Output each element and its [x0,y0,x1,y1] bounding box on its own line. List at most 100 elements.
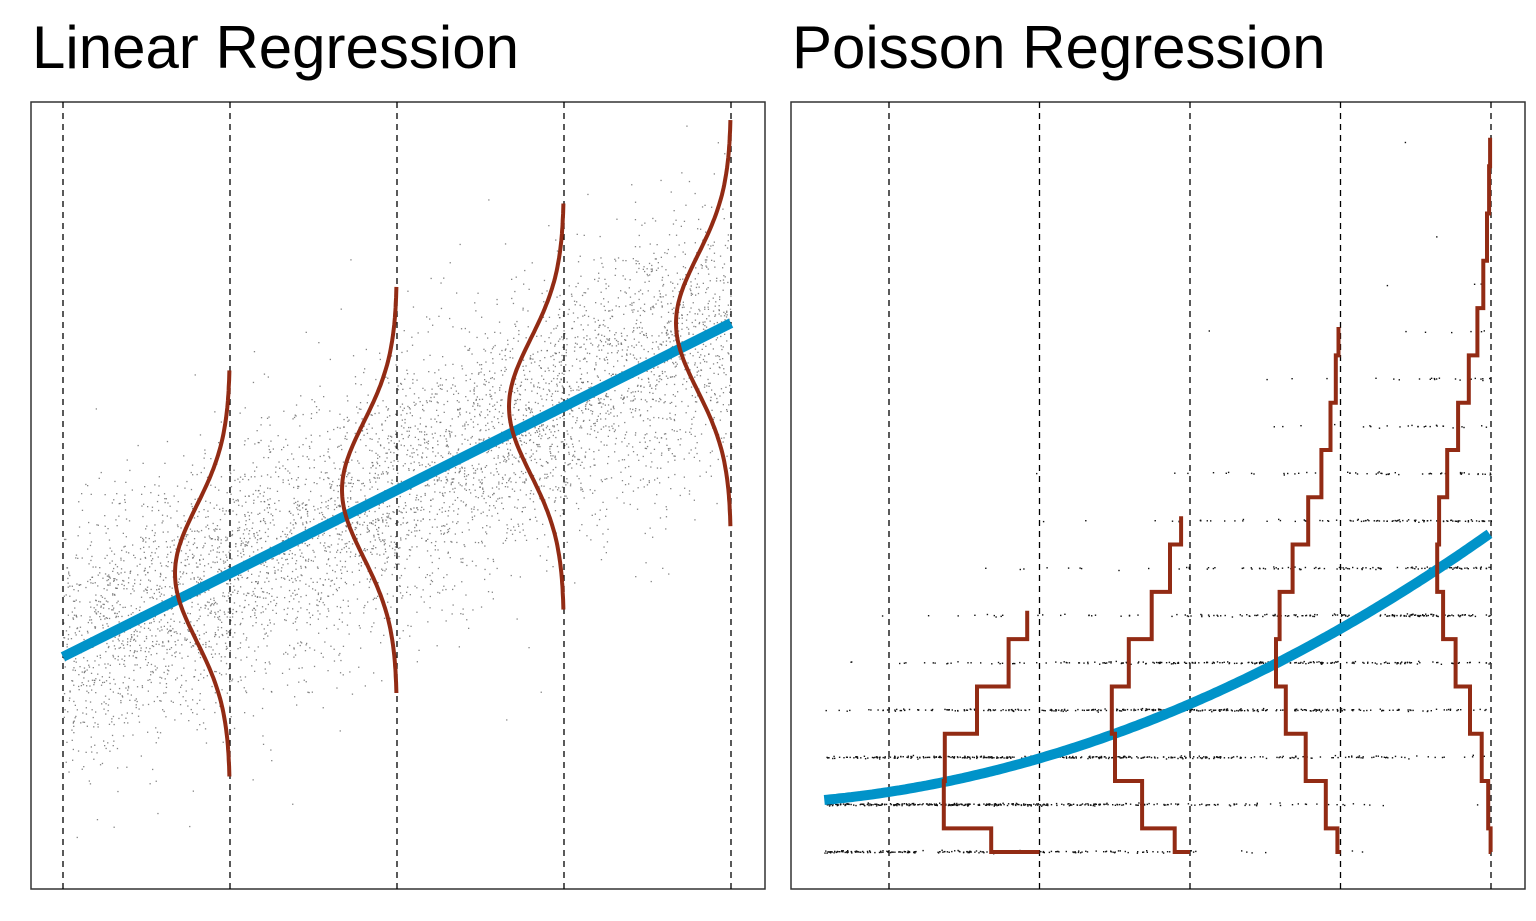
scatter-point [634,219,637,221]
scatter-point [390,461,392,463]
scatter-point [665,269,667,271]
scatter-point [584,292,587,294]
scatter-point [106,579,108,582]
scatter-point [407,449,409,451]
scatter-point [242,542,244,544]
scatter-point [180,550,183,552]
scatter-point [125,481,127,483]
scatter-point [144,557,147,559]
scatter-point [638,234,640,237]
scatter-point [255,617,257,619]
scatter-point [594,369,596,371]
scatter-point [496,567,498,570]
scatter-point [245,639,247,641]
scatter-point [210,646,212,648]
scatter-point [337,490,339,493]
scatter-point [219,508,221,510]
scatter-point [554,456,556,459]
scatter-point [147,571,149,574]
scatter-point [183,622,186,624]
scatter-point [491,421,493,423]
scatter-point [408,468,410,470]
scatter-point [248,530,251,532]
scatter-point [239,481,241,483]
scatter-point [479,481,481,483]
scatter-point [308,612,310,614]
scatter-point [291,577,293,580]
scatter-point [387,516,389,519]
scatter-point [364,511,367,513]
scatter-point [437,549,439,551]
scatter-point [558,372,560,375]
scatter-point [175,644,177,646]
scatter-point [69,595,71,597]
scatter-point [134,650,136,652]
scatter-point [122,606,124,609]
scatter-point [577,336,579,338]
scatter-point [147,679,149,681]
scatter-point [92,716,94,719]
scatter-point [517,390,519,392]
scatter-point [709,248,711,250]
scatter-point [234,479,236,482]
scatter-point [602,426,605,428]
scatter-point [169,648,171,650]
scatter-point [504,243,507,245]
scatter-point [692,355,694,357]
scatter-point [562,346,564,348]
scatter-point [72,680,74,682]
scatter-point [694,242,696,244]
scatter-point [210,458,212,460]
scatter-point [205,526,207,528]
scatter-point [494,372,496,374]
scatter-point [725,433,727,435]
scatter-point [595,362,597,364]
scatter-point [556,378,558,380]
scatter-point [75,554,78,556]
scatter-point [217,626,219,628]
scatter-point [531,390,533,392]
scatter-point [198,652,200,654]
scatter-point [552,469,554,471]
scatter-point [74,632,76,634]
scatter-point [407,624,409,627]
scatter-point [74,704,76,706]
scatter-point [594,422,596,424]
scatter-point [486,515,488,517]
scatter-point [623,313,625,315]
scatter-point [644,222,646,224]
scatter-point [275,604,277,607]
scatter-point [307,545,309,547]
scatter-point [627,346,629,348]
scatter-point [199,577,201,579]
scatter-point [430,418,432,420]
scatter-point [140,647,142,649]
scatter-point [324,517,326,519]
scatter-point [486,409,489,411]
scatter-point [537,402,539,405]
scatter-point [311,537,314,540]
scatter-point [429,583,432,585]
scatter-point [154,524,156,526]
scatter-point [421,537,423,539]
scatter-point [473,472,475,474]
scatter-point [296,616,298,619]
scatter-point [148,546,150,548]
scatter-point [112,640,114,642]
scatter-point [669,447,671,450]
scatter-point [356,537,358,539]
scatter-point [452,521,454,523]
scatter-point [452,588,454,591]
scatter-point [399,406,402,408]
scatter-point [65,538,67,541]
scatter-point [257,549,259,551]
scatter-point [122,735,125,737]
scatter-point [483,438,485,440]
scatter-point [422,518,424,520]
scatter-point [614,258,616,260]
scatter-point [67,711,69,713]
scatter-point [451,478,453,480]
scatter-point [90,559,92,562]
scatter-point [673,340,675,342]
scatter-point [444,492,446,494]
